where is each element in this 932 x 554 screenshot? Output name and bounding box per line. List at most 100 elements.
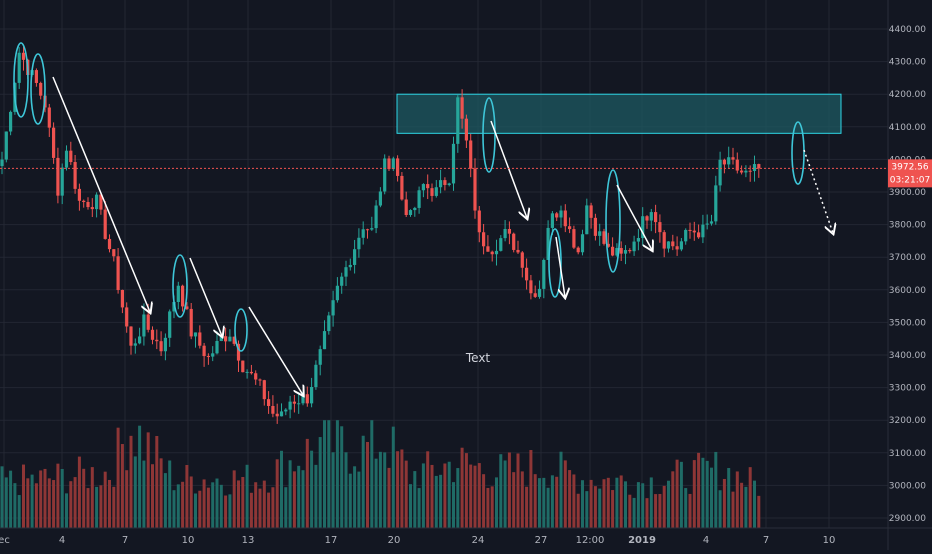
candle: [757, 163, 761, 178]
candle: [9, 110, 13, 136]
candle: [688, 222, 692, 239]
candle-body: [202, 345, 206, 357]
volume-bar: [383, 452, 387, 528]
candle: [503, 220, 507, 242]
candle-body: [705, 223, 709, 225]
candle: [236, 340, 241, 372]
volume-bar: [189, 476, 193, 528]
candle-body: [86, 201, 90, 208]
volume-bar: [705, 460, 709, 528]
candle: [254, 370, 258, 385]
candle: [90, 198, 94, 218]
price-tick-label: 3000.00: [889, 481, 926, 491]
candle: [95, 192, 99, 218]
candle-body: [482, 232, 486, 247]
volume-bar: [507, 452, 511, 528]
candle-body: [752, 164, 757, 172]
candle: [400, 172, 404, 201]
candle-body: [383, 158, 387, 192]
volume-bar: [391, 426, 395, 528]
time-axis[interactable]: ec 4 7 10 13 17 20 24 27 12:00 2019 4 7 10: [0, 535, 835, 546]
candle: [649, 208, 653, 232]
volume-bar: [662, 485, 666, 528]
volume-bar: [757, 495, 761, 528]
candle: [632, 235, 636, 256]
volume-bar: [232, 470, 236, 528]
volume-bar: [323, 420, 326, 528]
candle-body: [623, 250, 628, 254]
candle: [697, 224, 701, 239]
volume-bar: [206, 487, 210, 528]
volume-bar: [697, 452, 701, 528]
volume-bar: [701, 457, 705, 528]
candle-body: [56, 157, 60, 196]
volume-bar: [348, 473, 352, 528]
volume-bar: [340, 426, 344, 528]
last-price-value: 3972.56: [891, 162, 928, 172]
candle-body: [602, 231, 606, 244]
candle-body: [297, 403, 301, 405]
candle-body: [4, 131, 8, 160]
volume-bar: [550, 475, 554, 528]
volume-bar: [649, 477, 653, 528]
candle: [606, 232, 610, 248]
volume-bar: [555, 476, 559, 528]
annotations: [13, 42, 833, 395]
candle: [654, 204, 658, 234]
candle-body: [512, 233, 516, 250]
candle-body: [73, 162, 77, 189]
candle-body: [361, 229, 365, 238]
volume-bar: [151, 464, 154, 528]
volume-bar: [572, 474, 576, 528]
candle-body: [219, 336, 223, 342]
volume-bar: [335, 420, 339, 528]
candle-body: [727, 157, 731, 165]
volume-bar: [39, 470, 43, 528]
volume-bar: [542, 477, 546, 528]
volume-bar: [198, 490, 202, 528]
volume-bar: [241, 477, 245, 528]
volume-bar: [714, 451, 718, 528]
candle-body: [120, 289, 124, 308]
candle-body: [224, 336, 228, 342]
candle: [159, 331, 163, 356]
candle: [193, 332, 198, 348]
price-tick-label: 3300.00: [889, 384, 926, 394]
candle: [185, 302, 189, 310]
volume-bar: [731, 491, 735, 528]
volume-bar: [366, 441, 369, 528]
candle: [692, 221, 696, 241]
volume-bar: [585, 491, 589, 528]
volume-bar: [710, 467, 713, 528]
candle: [189, 303, 193, 340]
annotation-text[interactable]: Text: [465, 351, 491, 365]
volume-bar: [378, 451, 382, 528]
candle: [722, 158, 726, 174]
volume-bar: [568, 470, 572, 528]
volume-bar: [675, 459, 679, 528]
volume-bar: [185, 465, 189, 528]
candle-body: [0, 159, 4, 167]
candle-body: [757, 164, 761, 169]
candle: [735, 152, 739, 174]
candle-body: [176, 285, 180, 302]
candle: [198, 325, 202, 349]
candle-body: [456, 97, 460, 144]
volume-bar: [546, 487, 550, 528]
candle-body: [426, 184, 430, 189]
candle-body: [611, 246, 615, 256]
volume-bar: [103, 471, 107, 528]
candle-body: [563, 210, 567, 227]
time-tick-label: 27: [535, 535, 548, 546]
candle: [206, 353, 210, 365]
candle-body: [503, 228, 507, 239]
candle-body: [692, 230, 696, 233]
candle-body: [95, 194, 99, 210]
candle: [258, 378, 262, 386]
candle: [426, 174, 430, 200]
candle-body: [60, 167, 64, 196]
candle-body: [34, 70, 38, 83]
candle-body: [357, 237, 361, 250]
